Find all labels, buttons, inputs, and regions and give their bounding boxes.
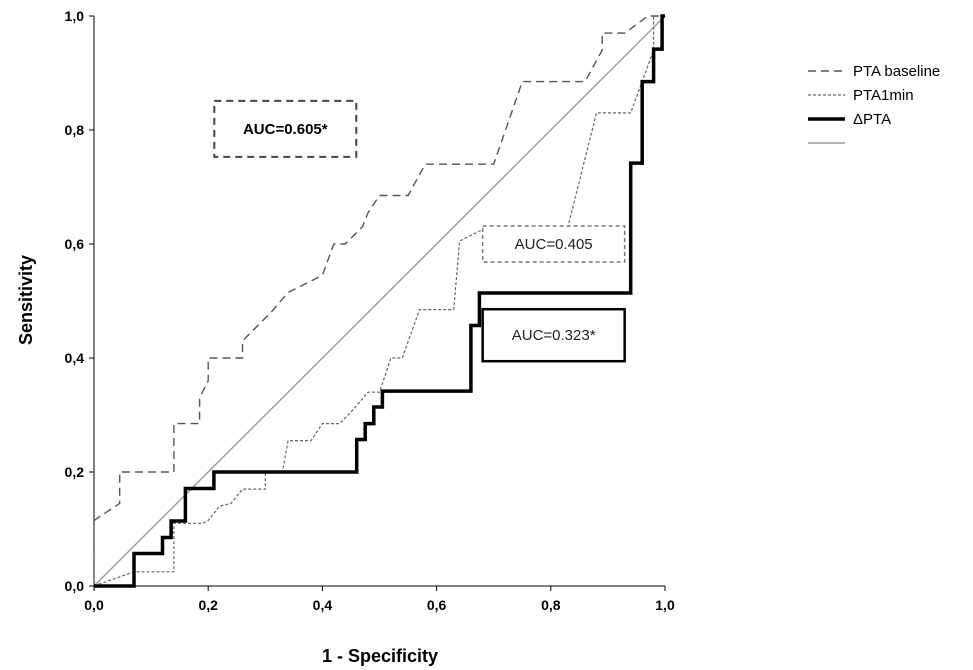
legend-label-0: PTA baseline <box>853 63 940 80</box>
legend-label-1: PTA1min <box>853 87 914 104</box>
y-tick-label: 1,0 <box>65 8 85 24</box>
y-tick-label: 0,6 <box>65 236 85 252</box>
axes: 0,0 0,2 0,4 0,6 0,8 1,0 0,0 0,2 0,4 0,6 0,8 1,0 <box>65 8 675 613</box>
auc-annotation-1: AUC=0.405 <box>481 225 626 263</box>
x-tick-label: 0,4 <box>313 597 333 613</box>
series-line--pta-2 <box>94 14 665 588</box>
y-tick-label: 0,8 <box>65 122 85 138</box>
auc-label: AUC=0.605* <box>243 121 328 138</box>
x-axis-title: 1 - Specificity <box>322 646 438 666</box>
auc-annotation-0: AUC=0.605* <box>213 99 358 158</box>
reference-diagonal-line <box>93 15 666 587</box>
reference-line-layer <box>93 15 666 587</box>
x-tick-label: 0,6 <box>427 597 447 613</box>
auc-box <box>481 307 626 363</box>
y-tick-label: 0,4 <box>65 350 85 366</box>
x-tick-label: 0,0 <box>84 597 104 613</box>
legend: PTA baseline PTA1min ΔPTA <box>808 63 940 144</box>
auc-annotations: AUC=0.605* AUC=0.405 AUC=0.323* <box>213 99 626 363</box>
x-tick-label: 0,2 <box>198 597 218 613</box>
x-tick-label: 1,0 <box>655 597 675 613</box>
auc-box <box>481 225 626 263</box>
y-tick-label: 0,0 <box>65 578 85 594</box>
x-tick-label: 0,8 <box>541 597 561 613</box>
auc-annotation-2: AUC=0.323* <box>481 307 626 363</box>
auc-label: AUC=0.323* <box>512 327 596 344</box>
legend-label-2: ΔPTA <box>853 111 891 128</box>
series-line-pta-baseline-0 <box>93 15 665 586</box>
auc-box <box>213 99 358 158</box>
auc-label: AUC=0.405 <box>515 236 593 253</box>
y-tick-label: 0,2 <box>65 464 85 480</box>
y-axis-title: Sensitivity <box>16 255 36 345</box>
